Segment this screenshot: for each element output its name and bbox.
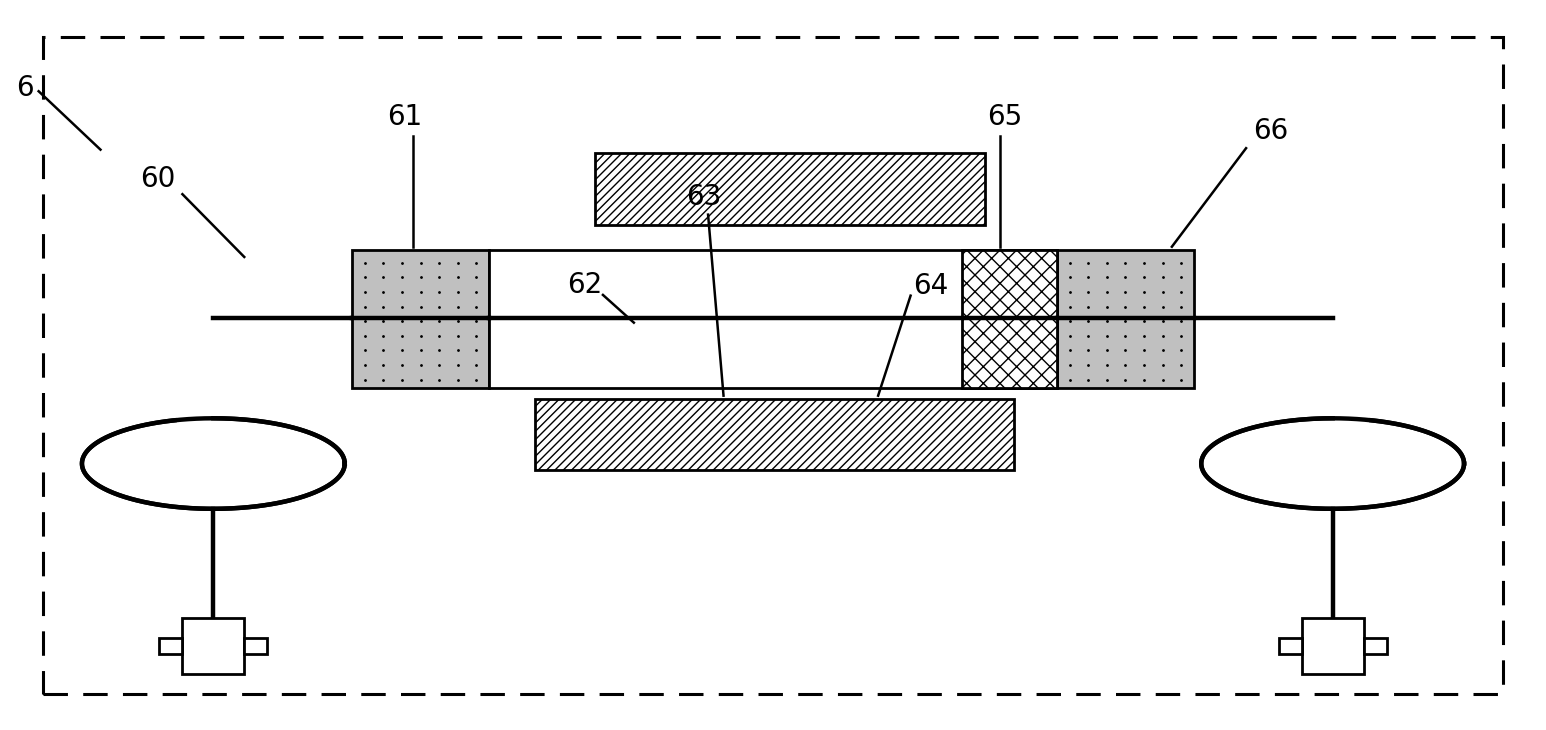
Text: 6: 6 (15, 74, 34, 101)
Bar (962, 250, 1057, 388)
Text: 63: 63 (686, 183, 720, 211)
Bar (595, 153, 985, 225)
Bar (1364, 638, 1387, 654)
Bar (352, 250, 489, 388)
Bar (1302, 618, 1364, 674)
Bar (489, 250, 1057, 388)
Text: 62: 62 (567, 271, 601, 299)
Text: 65: 65 (988, 103, 1022, 131)
Text: 64: 64 (914, 272, 948, 300)
Bar (1057, 250, 1194, 388)
Text: 61: 61 (388, 103, 422, 131)
Text: 60: 60 (141, 165, 175, 193)
Bar (535, 399, 1014, 470)
Bar (182, 618, 244, 674)
Bar (244, 638, 267, 654)
Bar (159, 638, 182, 654)
Bar (1279, 638, 1302, 654)
Text: 66: 66 (1254, 118, 1288, 145)
